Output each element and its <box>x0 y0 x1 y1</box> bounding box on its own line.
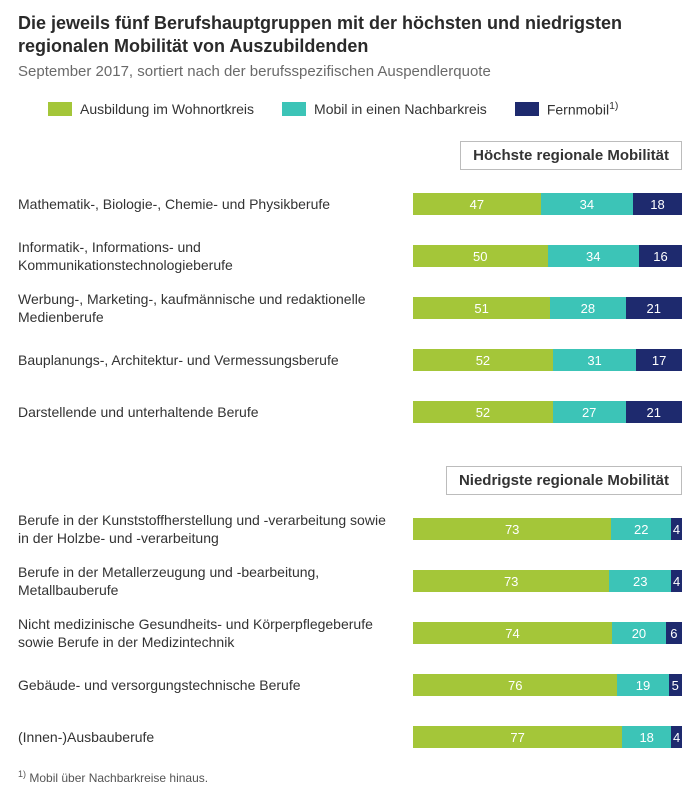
stacked-bar: 77184 <box>413 726 682 748</box>
row-label: Berufe in der Kunststoffherstellung und … <box>18 511 413 547</box>
bar-segment: 19 <box>617 674 668 696</box>
bar-segment: 18 <box>622 726 671 748</box>
bar-segment: 23 <box>609 570 671 592</box>
bar-segment: 77 <box>413 726 622 748</box>
bar-segment: 20 <box>612 622 666 644</box>
bar-row: Berufe in der Metallerzeugung und -bearb… <box>18 561 682 601</box>
bar-segment: 31 <box>553 349 636 371</box>
bar-segment: 76 <box>413 674 617 696</box>
legend-item: Ausbildung im Wohnortkreis <box>48 100 254 118</box>
section-header-label: Höchste regionale Mobilität <box>460 141 682 170</box>
bar-row: Informatik-, Informations- und Kommunika… <box>18 236 682 276</box>
stacked-bar: 503416 <box>413 245 682 267</box>
bar-segment: 21 <box>626 401 682 423</box>
legend-label: Fernmobil1) <box>547 100 619 118</box>
bar-segment: 6 <box>666 622 682 644</box>
stacked-bar: 74206 <box>413 622 682 644</box>
bar-segment: 22 <box>611 518 671 540</box>
legend-swatch <box>282 102 306 116</box>
bar-segment: 73 <box>413 518 611 540</box>
stacked-bar: 473418 <box>413 193 682 215</box>
row-label: Informatik-, Informations- und Kommunika… <box>18 238 413 274</box>
section-header: Höchste regionale Mobilität <box>18 141 682 170</box>
section-header-label: Niedrigste regionale Mobilität <box>446 466 682 495</box>
bar-segment: 73 <box>413 570 609 592</box>
bar-row: Werbung-, Marketing-, kaufmännische und … <box>18 288 682 328</box>
bar-row: Gebäude- und versorgungstechnische Beruf… <box>18 665 682 705</box>
stacked-bar: 73234 <box>413 570 682 592</box>
row-label: (Innen-)Ausbauberufe <box>18 728 413 746</box>
legend-item: Mobil in einen Nachbarkreis <box>282 100 487 118</box>
stacked-bar: 523117 <box>413 349 682 371</box>
bar-segment: 27 <box>553 401 626 423</box>
legend-item: Fernmobil1) <box>515 100 619 118</box>
bar-segment: 16 <box>639 245 682 267</box>
bar-segment: 4 <box>671 518 682 540</box>
bar-segment: 21 <box>626 297 682 319</box>
bar-segment: 50 <box>413 245 548 267</box>
bar-segment: 4 <box>671 570 682 592</box>
bar-row: (Innen-)Ausbauberufe77184 <box>18 717 682 757</box>
bar-segment: 18 <box>633 193 682 215</box>
bar-segment: 5 <box>669 674 682 696</box>
chart-subtitle: September 2017, sortiert nach der berufs… <box>18 63 682 80</box>
bar-segment: 52 <box>413 349 553 371</box>
row-label: Nicht medizinische Gesundheits- und Körp… <box>18 615 413 651</box>
bar-row: Nicht medizinische Gesundheits- und Körp… <box>18 613 682 653</box>
row-label: Berufe in der Metallerzeugung und -bearb… <box>18 563 413 599</box>
legend: Ausbildung im Wohnortkreis Mobil in einen… <box>18 100 682 118</box>
bar-segment: 28 <box>550 297 625 319</box>
bar-row: Mathematik-, Biologie-, Chemie- und Phys… <box>18 184 682 224</box>
bar-segment: 4 <box>671 726 682 748</box>
bar-segment: 34 <box>541 193 633 215</box>
legend-label: Mobil in einen Nachbarkreis <box>314 101 487 117</box>
bar-row: Darstellende und unterhaltende Berufe522… <box>18 392 682 432</box>
stacked-bar: 73224 <box>413 518 682 540</box>
bar-segment: 51 <box>413 297 550 319</box>
footnote: 1) Mobil über Nachbarkreise hinaus. <box>18 769 682 785</box>
row-label: Mathematik-, Biologie-, Chemie- und Phys… <box>18 195 413 213</box>
stacked-bar: 522721 <box>413 401 682 423</box>
bar-segment: 17 <box>636 349 682 371</box>
row-label: Werbung-, Marketing-, kaufmännische und … <box>18 290 413 326</box>
bar-row: Bauplanungs-, Architektur- und Vermessun… <box>18 340 682 380</box>
stacked-bar: 512821 <box>413 297 682 319</box>
stacked-bar: 76195 <box>413 674 682 696</box>
row-label: Gebäude- und versorgungstechnische Beruf… <box>18 676 413 694</box>
bar-row: Berufe in der Kunststoffherstellung und … <box>18 509 682 549</box>
chart-title: Die jeweils fünf Berufshauptgruppen mit … <box>18 12 682 59</box>
legend-label: Ausbildung im Wohnortkreis <box>80 101 254 117</box>
section-header: Niedrigste regionale Mobilität <box>18 466 682 495</box>
row-label: Darstellende und unterhaltende Berufe <box>18 403 413 421</box>
legend-swatch <box>48 102 72 116</box>
bar-segment: 74 <box>413 622 612 644</box>
legend-swatch <box>515 102 539 116</box>
bar-segment: 52 <box>413 401 553 423</box>
bar-segment: 47 <box>413 193 541 215</box>
bar-segment: 34 <box>548 245 639 267</box>
row-label: Bauplanungs-, Architektur- und Vermessun… <box>18 351 413 369</box>
